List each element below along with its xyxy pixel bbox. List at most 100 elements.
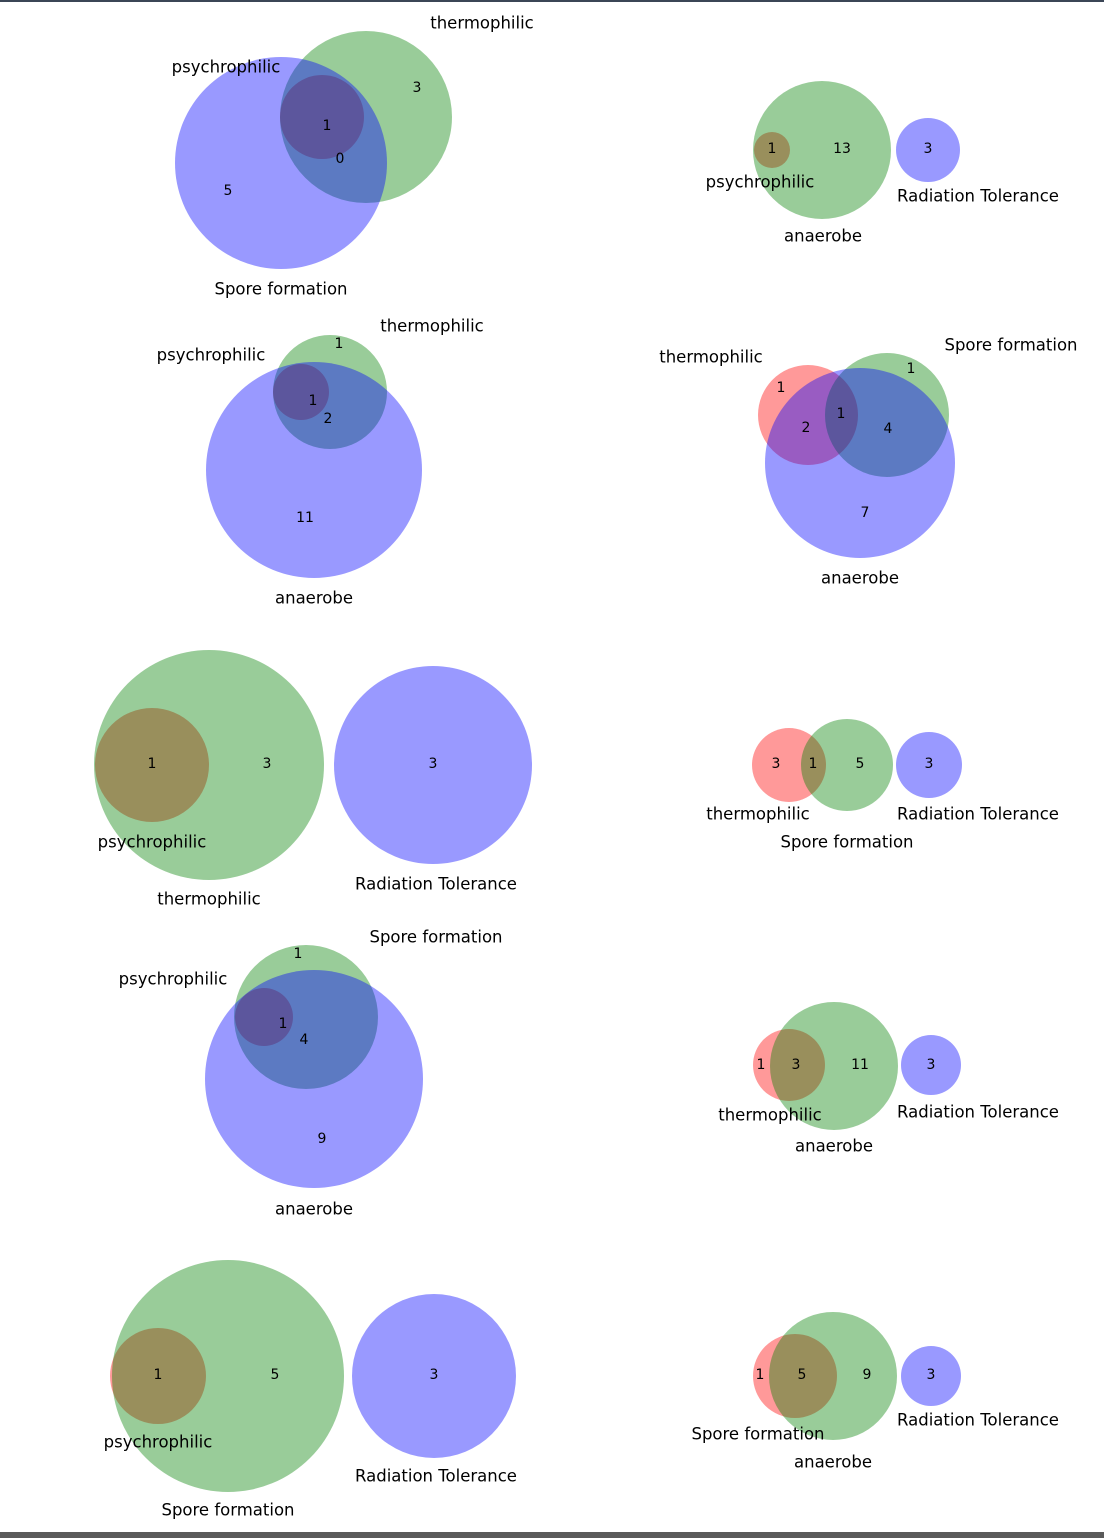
region-count-ab: 1 [154, 1367, 163, 1383]
region-count-b: 13 [833, 141, 851, 157]
set-circle-thermophilic [752, 728, 826, 802]
set-circle-psychrophilic [754, 132, 790, 168]
region-count-b: 3 [263, 756, 272, 772]
top-border [0, 0, 1104, 2]
region-count-bc: 2 [324, 411, 333, 427]
region-count-c: 3 [925, 756, 934, 772]
set-label-radiation-tolerance: Radiation Tolerance [897, 1103, 1059, 1122]
set-label-radiation-tolerance: Radiation Tolerance [355, 1467, 517, 1486]
set-label-thermophilic: thermophilic [659, 348, 763, 367]
set-circle-thermophilic [280, 31, 452, 203]
set-label-psychrophilic: psychrophilic [706, 173, 815, 192]
set-circle-thermophilic [273, 335, 387, 449]
region-count-abc: 1 [837, 406, 846, 422]
set-label-thermophilic: thermophilic [380, 317, 484, 336]
set-circle-radiation-tolerance [901, 1346, 961, 1406]
set-circle-anaerobe [770, 1002, 898, 1130]
region-count-bc: 4 [884, 421, 893, 437]
set-circle-anaerobe [206, 362, 422, 578]
set-label-thermophilic: thermophilic [718, 1106, 822, 1125]
set-circle-psychrophilic [95, 708, 209, 822]
region-count-a: 3 [772, 756, 781, 772]
set-circle-spore-formation [825, 353, 949, 477]
region-count-b: 1 [907, 361, 916, 377]
region-count-c: 3 [430, 1367, 439, 1383]
venn-diagram-9: 1 5 3 psychrophilic Spore formation Radiation… [104, 1260, 517, 1520]
region-count-a: 1 [777, 380, 786, 396]
set-circle-thermophilic [758, 365, 858, 465]
region-count-b: 1 [335, 336, 344, 352]
set-circle-spore-formation [753, 1334, 837, 1418]
set-label-anaerobe: anaerobe [275, 589, 353, 608]
set-label-thermophilic: thermophilic [706, 805, 810, 824]
region-count-ab: 1 [809, 756, 818, 772]
region-count-b: 11 [851, 1057, 869, 1073]
set-label-thermophilic: thermophilic [430, 14, 534, 33]
region-count-a: 1 [757, 1057, 766, 1073]
set-circle-anaerobe [205, 970, 423, 1188]
set-label-radiation-tolerance: Radiation Tolerance [355, 875, 517, 894]
region-count-ab: 5 [798, 1367, 807, 1383]
region-count-abc: 1 [309, 393, 318, 409]
region-count-c: 9 [318, 1131, 327, 1147]
region-count-c: 3 [927, 1367, 936, 1383]
region-count-c: 7 [861, 505, 870, 521]
region-count-ab: 1 [148, 756, 157, 772]
set-circle-thermophilic [753, 1029, 825, 1101]
region-count-abc: 1 [279, 1016, 288, 1032]
venn-diagram-4: 1 1 1 2 4 7 thermophilic Spore formation anaerob… [659, 336, 1077, 588]
venn-diagram-6: 3 1 5 3 thermophilic Spore formation Radiation… [706, 719, 1059, 852]
set-circle-anaerobe [765, 368, 955, 558]
set-label-anaerobe: anaerobe [794, 1453, 872, 1472]
set-label-spore-formation: Spore formation [369, 928, 502, 947]
region-count-bc: 4 [300, 1032, 309, 1048]
set-circle-radiation-tolerance [334, 666, 532, 864]
region-count-c: 3 [924, 141, 933, 157]
region-count-ab: 3 [792, 1057, 801, 1073]
region-count-a: 1 [756, 1367, 765, 1383]
set-label-radiation-tolerance: Radiation Tolerance [897, 1411, 1059, 1430]
venn-diagram-5: 1 3 3 psychrophilic thermophilic Radiation To… [94, 650, 532, 909]
venn-diagram-8: 1 3 11 3 thermophilic anaerobe Radiation Toler… [718, 1002, 1059, 1156]
set-circle-radiation-tolerance [901, 1035, 961, 1095]
set-label-spore-formation: Spore formation [691, 1425, 824, 1444]
set-circle-thermophilic [94, 650, 324, 880]
set-circle-spore-formation [801, 719, 893, 811]
bottom-border [0, 1532, 1104, 1538]
set-label-radiation-tolerance: Radiation Tolerance [897, 187, 1059, 206]
region-count-bc: 0 [336, 151, 345, 167]
set-circle-psychrophilic [235, 988, 293, 1046]
set-circle-anaerobe [769, 1312, 897, 1440]
set-label-spore-formation: Spore formation [161, 1501, 294, 1520]
set-circle-psychrophilic [110, 1328, 206, 1424]
set-circle-spore-formation [175, 57, 387, 269]
region-count-abc: 1 [323, 118, 332, 134]
region-count-ac: 2 [802, 420, 811, 436]
set-label-psychrophilic: psychrophilic [172, 58, 281, 77]
set-circle-psychrophilic [273, 364, 329, 420]
region-count-c: 11 [296, 510, 314, 526]
set-circle-radiation-tolerance [352, 1294, 516, 1458]
region-count-b: 3 [413, 80, 422, 96]
region-count-b: 5 [271, 1367, 280, 1383]
set-label-spore-formation: Spore formation [214, 280, 347, 299]
venn-diagram-2: 1 13 3 psychrophilic anaerobe Radiation Toler… [706, 81, 1059, 246]
region-count-b: 1 [294, 946, 303, 962]
set-circle-radiation-tolerance [896, 732, 962, 798]
set-circle-psychrophilic [280, 75, 364, 159]
set-circle-spore-formation [234, 945, 378, 1089]
set-label-psychrophilic: psychrophilic [157, 346, 266, 365]
set-label-anaerobe: anaerobe [821, 569, 899, 588]
region-count-c: 3 [927, 1057, 936, 1073]
set-label-anaerobe: anaerobe [784, 227, 862, 246]
venn-diagram-1: 3 1 0 5 psychrophilic thermophilic Spore forma… [172, 14, 534, 299]
set-label-spore-formation: Spore formation [944, 336, 1077, 355]
set-circle-radiation-tolerance [896, 118, 960, 182]
set-label-psychrophilic: psychrophilic [119, 970, 228, 989]
region-count-b: 5 [856, 756, 865, 772]
set-label-radiation-tolerance: Radiation Tolerance [897, 805, 1059, 824]
